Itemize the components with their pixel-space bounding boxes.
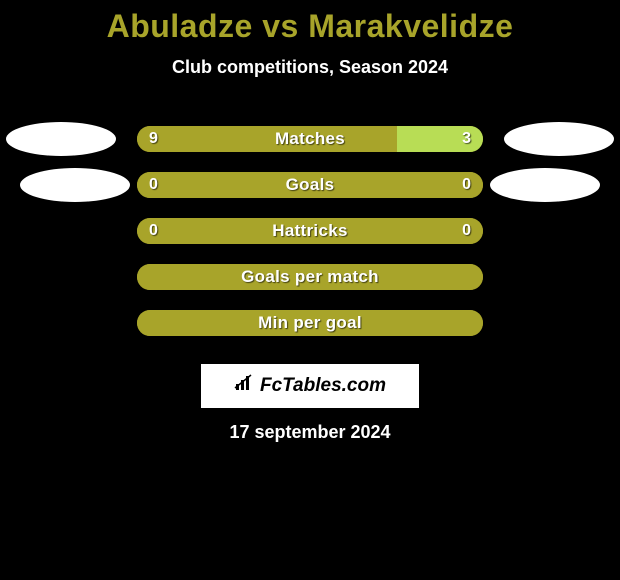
player-portrait-left <box>6 122 116 156</box>
player-portrait-right <box>490 168 600 202</box>
player-portrait-right <box>504 122 614 156</box>
stat-value-right: 0 <box>462 172 471 198</box>
stat-row: Goals0 0 <box>0 162 620 208</box>
comparison-infographic: Abuladze vs Marakvelidze Club competitio… <box>0 0 620 443</box>
stat-bar: Matches9 3 <box>137 126 483 152</box>
stat-label: Matches <box>137 126 483 152</box>
stat-value-left: 0 <box>149 172 158 198</box>
stat-row: Hattricks0 0 <box>0 208 620 254</box>
stat-value-right: 0 <box>462 218 471 244</box>
page-subtitle: Club competitions, Season 2024 <box>0 57 620 78</box>
logo: FcTables.com <box>234 374 386 398</box>
stat-bar: Hattricks0 0 <box>137 218 483 244</box>
stat-row: Matches9 3 <box>0 116 620 162</box>
stat-label: Hattricks <box>137 218 483 244</box>
date-text: 17 september 2024 <box>0 422 620 443</box>
stat-row: Min per goal <box>0 300 620 346</box>
stat-rows: Matches93Goals00Hattricks00Goals per mat… <box>0 116 620 346</box>
stat-bar: Goals0 0 <box>137 172 483 198</box>
logo-text: FcTables.com <box>260 375 386 397</box>
stat-label: Goals <box>137 172 483 198</box>
bars-icon <box>234 374 256 398</box>
player-portrait-left <box>20 168 130 202</box>
stat-value-right: 3 <box>462 126 471 152</box>
page-title: Abuladze vs Marakvelidze <box>0 8 620 45</box>
stat-label: Goals per match <box>137 264 483 290</box>
stat-value-left: 0 <box>149 218 158 244</box>
stat-row: Goals per match <box>0 254 620 300</box>
stat-bar: Goals per match <box>137 264 483 290</box>
stat-bar: Min per goal <box>137 310 483 336</box>
stat-value-left: 9 <box>149 126 158 152</box>
logo-box: FcTables.com <box>201 364 419 408</box>
stat-label: Min per goal <box>137 310 483 336</box>
